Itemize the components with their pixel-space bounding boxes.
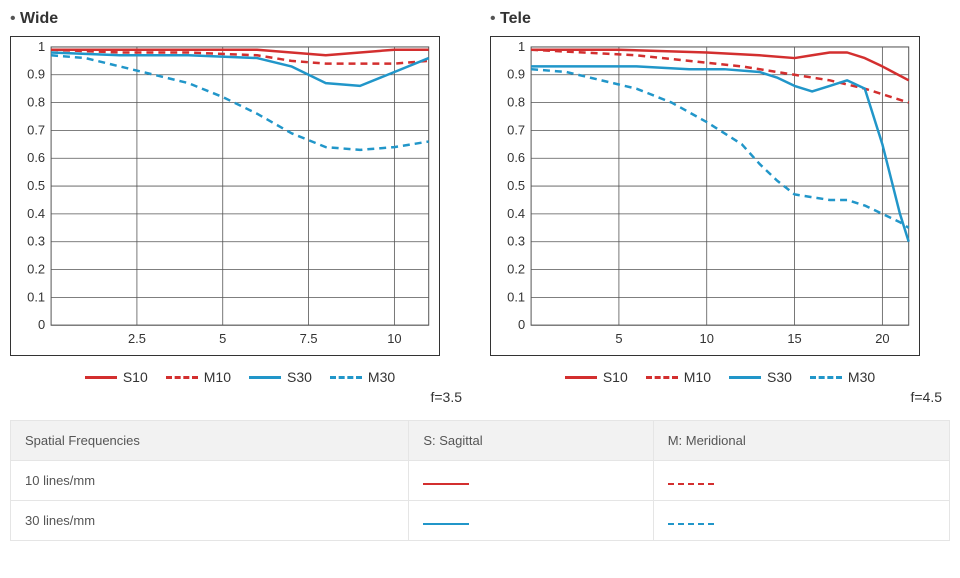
svg-text:0.3: 0.3 [507,234,525,249]
legend-label-m10: M10 [204,369,231,385]
svg-text:7.5: 7.5 [300,331,318,346]
sample-m-30 [653,501,949,541]
svg-text:0.1: 0.1 [507,289,525,304]
chart-svg-tele: 00.10.20.30.40.50.60.70.80.915101520 [490,36,920,356]
sample-s-10 [409,461,653,501]
svg-text:0.6: 0.6 [27,150,45,165]
series-s30 [531,66,909,241]
svg-text:0.3: 0.3 [27,234,45,249]
table-header-freq: Spatial Frequencies [11,421,409,461]
svg-text:0.9: 0.9 [507,67,525,82]
svg-text:1: 1 [518,39,525,54]
series-m30 [531,69,909,228]
chart-title-wide: Wide [10,10,470,28]
legend-line-m10 [166,376,198,379]
svg-text:0: 0 [518,317,525,332]
legend-item-s30-t: S30 [729,369,792,385]
svg-text:0.5: 0.5 [507,178,525,193]
legend-label-s10-t: S10 [603,369,628,385]
legend-line-m10-t [646,376,678,379]
row-label-30: 30 lines/mm [11,501,409,541]
legend-item-m30-t: M30 [810,369,875,385]
svg-text:5: 5 [615,331,622,346]
legend-line-s10-t [565,376,597,379]
svg-text:0.4: 0.4 [507,206,525,221]
chart-svg-wide: 0 0.1 0.2 0.3 0.4 0.5 0.6 0.7 0.8 0.9 1 2.5 5 7.5 10 [10,36,440,356]
chart-title-tele: Tele [490,10,950,28]
table-row: 30 lines/mm [11,501,950,541]
table-header-sagittal: S: Sagittal [409,421,653,461]
svg-text:0.2: 0.2 [27,262,45,277]
legend-item-m10-t: M10 [646,369,711,385]
f-label-tele: f=4.5 [490,389,950,405]
svg-text:10: 10 [387,331,401,346]
legend-item-s10-t: S10 [565,369,628,385]
svg-text:10: 10 [700,331,714,346]
svg-text:0.8: 0.8 [27,95,45,110]
legend-item-m30: M30 [330,369,395,385]
svg-text:0.8: 0.8 [507,95,525,110]
legend-line-s30 [249,376,281,379]
svg-text:5: 5 [219,331,226,346]
chart-panel-tele: Tele 00.10.20.30.40.50.60.70.80.91510152… [490,10,950,405]
legend-item-s10: S10 [85,369,148,385]
svg-text:1: 1 [38,39,45,54]
series-m10 [531,50,909,103]
table-row: 10 lines/mm [11,461,950,501]
series-s10 [531,50,909,81]
legend-tele: S10 M10 S30 M30 [490,369,950,385]
svg-text:0.4: 0.4 [27,206,45,221]
svg-text:0.1: 0.1 [27,289,45,304]
svg-text:0: 0 [38,317,45,332]
charts-row: Wide 0 0.1 0.2 0.3 0.4 0.5 0.6 0.7 0.8 0.9 1 2.5 5 7.… [10,10,950,405]
svg-text:15: 15 [787,331,801,346]
series-s30 [51,53,429,86]
svg-text:0.7: 0.7 [507,122,525,137]
legend-item-m10: M10 [166,369,231,385]
legend-label-m30: M30 [368,369,395,385]
f-label-wide: f=3.5 [10,389,470,405]
legend-line-s10 [85,376,117,379]
legend-label-m10-t: M10 [684,369,711,385]
row-label-10: 10 lines/mm [11,461,409,501]
legend-line-m30-t [810,376,842,379]
legend-label-s10: S10 [123,369,148,385]
table-header-meridional: M: Meridional [653,421,949,461]
svg-text:0.9: 0.9 [27,67,45,82]
chart-panel-wide: Wide 0 0.1 0.2 0.3 0.4 0.5 0.6 0.7 0.8 0.9 1 2.5 5 7.… [10,10,470,405]
legend-label-m30-t: M30 [848,369,875,385]
sample-s-30 [409,501,653,541]
legend-item-s30: S30 [249,369,312,385]
svg-text:20: 20 [875,331,889,346]
legend-line-s30-t [729,376,761,379]
sample-m-10 [653,461,949,501]
legend-wide: S10 M10 S30 M30 [10,369,470,385]
legend-line-m30 [330,376,362,379]
svg-text:0.7: 0.7 [27,122,45,137]
legend-label-s30-t: S30 [767,369,792,385]
svg-text:0.2: 0.2 [507,262,525,277]
svg-text:2.5: 2.5 [128,331,146,346]
svg-text:0.5: 0.5 [27,178,45,193]
legend-label-s30: S30 [287,369,312,385]
svg-text:0.6: 0.6 [507,150,525,165]
spatial-frequencies-table: Spatial Frequencies S: Sagittal M: Merid… [10,420,950,541]
